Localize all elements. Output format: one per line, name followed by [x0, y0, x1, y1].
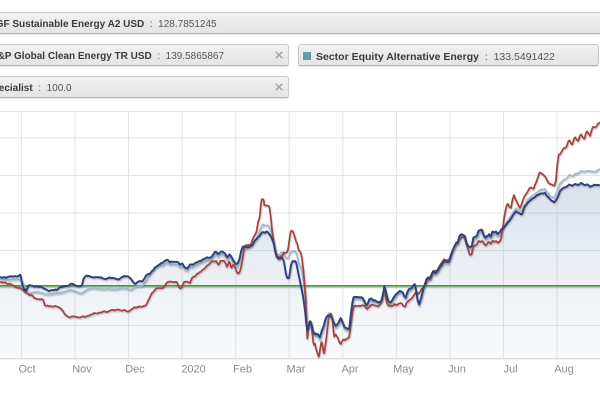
svg-text:2020: 2020: [181, 364, 205, 376]
svg-text:Jul: Jul: [503, 364, 517, 376]
svg-text:Mar: Mar: [287, 364, 306, 376]
svg-text:Oct: Oct: [18, 364, 35, 376]
svg-text:Nov: Nov: [72, 364, 92, 376]
svg-text:Jun: Jun: [448, 364, 466, 376]
svg-text:Aug: Aug: [554, 364, 574, 376]
svg-text:May: May: [393, 364, 414, 376]
svg-text:Feb: Feb: [233, 364, 252, 376]
svg-text:Apr: Apr: [341, 364, 358, 376]
svg-text:Dec: Dec: [125, 364, 145, 376]
